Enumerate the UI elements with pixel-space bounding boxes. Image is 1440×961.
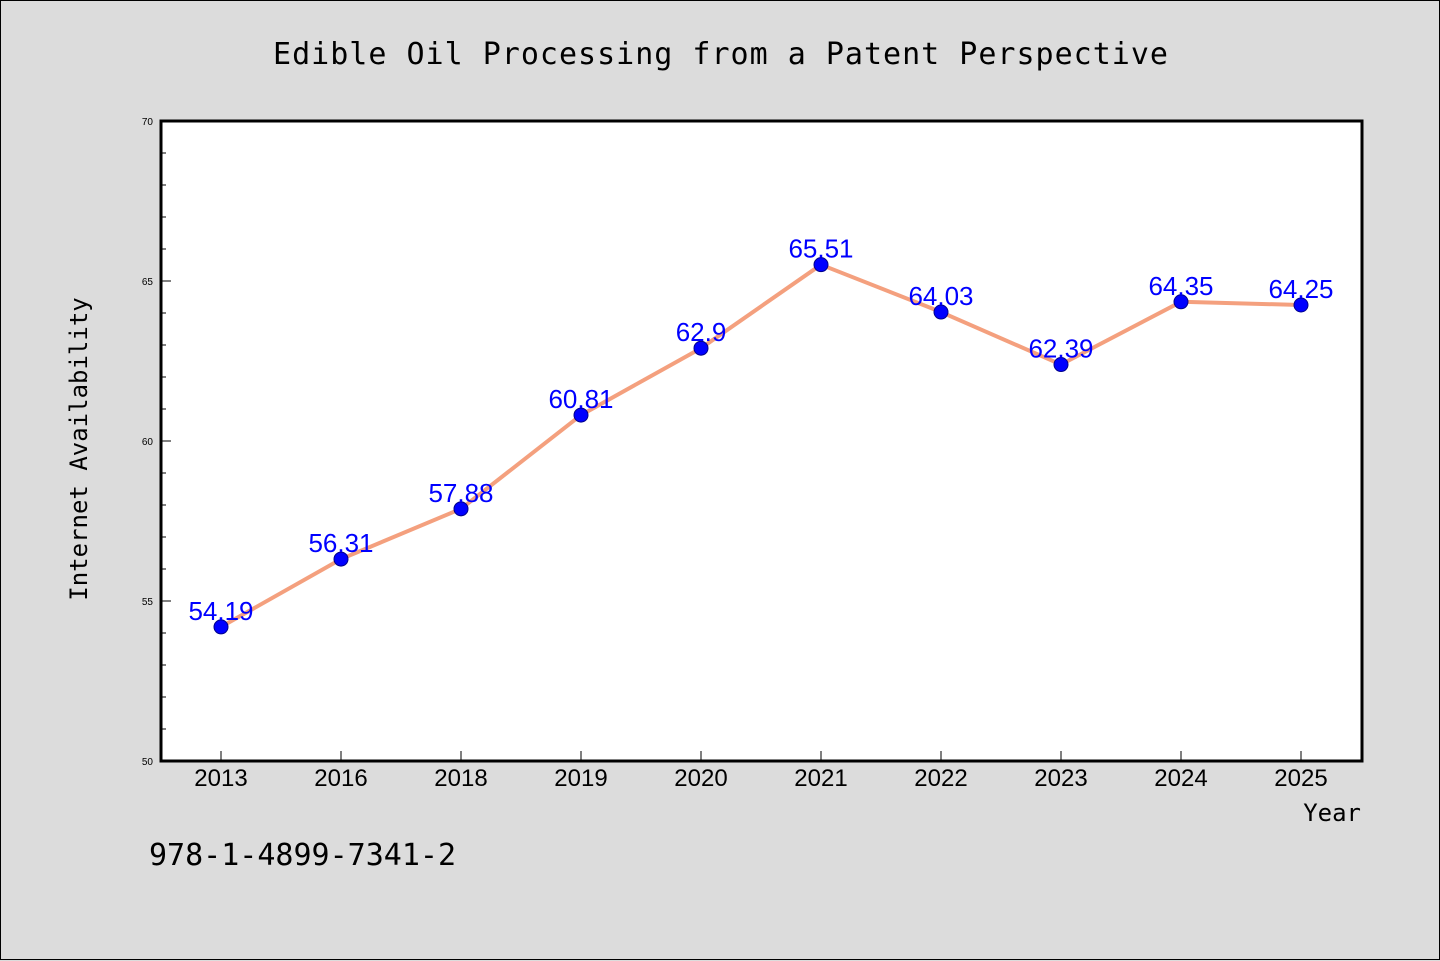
series-line — [219, 262, 1303, 629]
chart-title: Edible Oil Processing from a Patent Pers… — [273, 37, 1169, 72]
y-tick-label: 55 — [142, 597, 154, 608]
x-axis-label: Year — [1303, 799, 1361, 827]
data-label: 65.51 — [788, 234, 853, 264]
data-point — [333, 551, 349, 567]
y-tick-label: 70 — [142, 117, 154, 128]
data-point — [213, 619, 229, 635]
x-axis: 2013 2016 2018 2019 2020 2021 2022 2023 2024 2025 — [194, 751, 1328, 792]
x-tick-label: 2025 — [1274, 765, 1327, 792]
data-label: 54.19 — [188, 596, 253, 626]
x-tick-label: 2020 — [674, 765, 727, 792]
plot-area — [159, 119, 1364, 763]
x-tick-label: 2018 — [434, 765, 487, 792]
data-point — [933, 304, 949, 320]
data-point — [1053, 357, 1069, 373]
x-tick-label: 2019 — [554, 765, 607, 792]
y-tick-label: 50 — [142, 757, 154, 768]
y-axis: 50 55 60 65 70 — [142, 117, 171, 768]
x-tick-label: 2021 — [794, 765, 847, 792]
data-label: 60.81 — [548, 384, 613, 414]
data-point — [813, 257, 829, 273]
y-tick-label: 65 — [142, 277, 154, 288]
x-tick-label: 2023 — [1034, 765, 1087, 792]
data-point — [453, 501, 469, 517]
series-line-group — [213, 257, 1309, 635]
x-tick-label: 2022 — [914, 765, 967, 792]
data-point — [573, 407, 589, 423]
data-point — [1293, 297, 1309, 313]
x-tick-label: 2016 — [314, 765, 367, 792]
data-labels-group: 54.19 56.31 57.88 60.81 62.9 65.51 64.03 62.39 6… — [188, 234, 1333, 626]
data-label: 64.25 — [1268, 274, 1333, 304]
y-axis-label: Internet Availability — [65, 297, 93, 600]
y-tick-label: 60 — [142, 437, 154, 448]
data-label: 64.35 — [1148, 271, 1213, 301]
x-tick-label: 2024 — [1154, 765, 1207, 792]
x-tick-label: 2013 — [194, 765, 247, 792]
data-label: 56.31 — [308, 528, 373, 558]
data-label: 62.39 — [1028, 334, 1093, 364]
footnote-isbn: 978-1-4899-7341-2 — [149, 838, 456, 873]
data-label: 64.03 — [908, 281, 973, 311]
data-label: 62.9 — [676, 317, 727, 347]
data-label: 57.88 — [428, 478, 493, 508]
data-point — [1173, 294, 1189, 310]
data-point — [693, 340, 709, 356]
